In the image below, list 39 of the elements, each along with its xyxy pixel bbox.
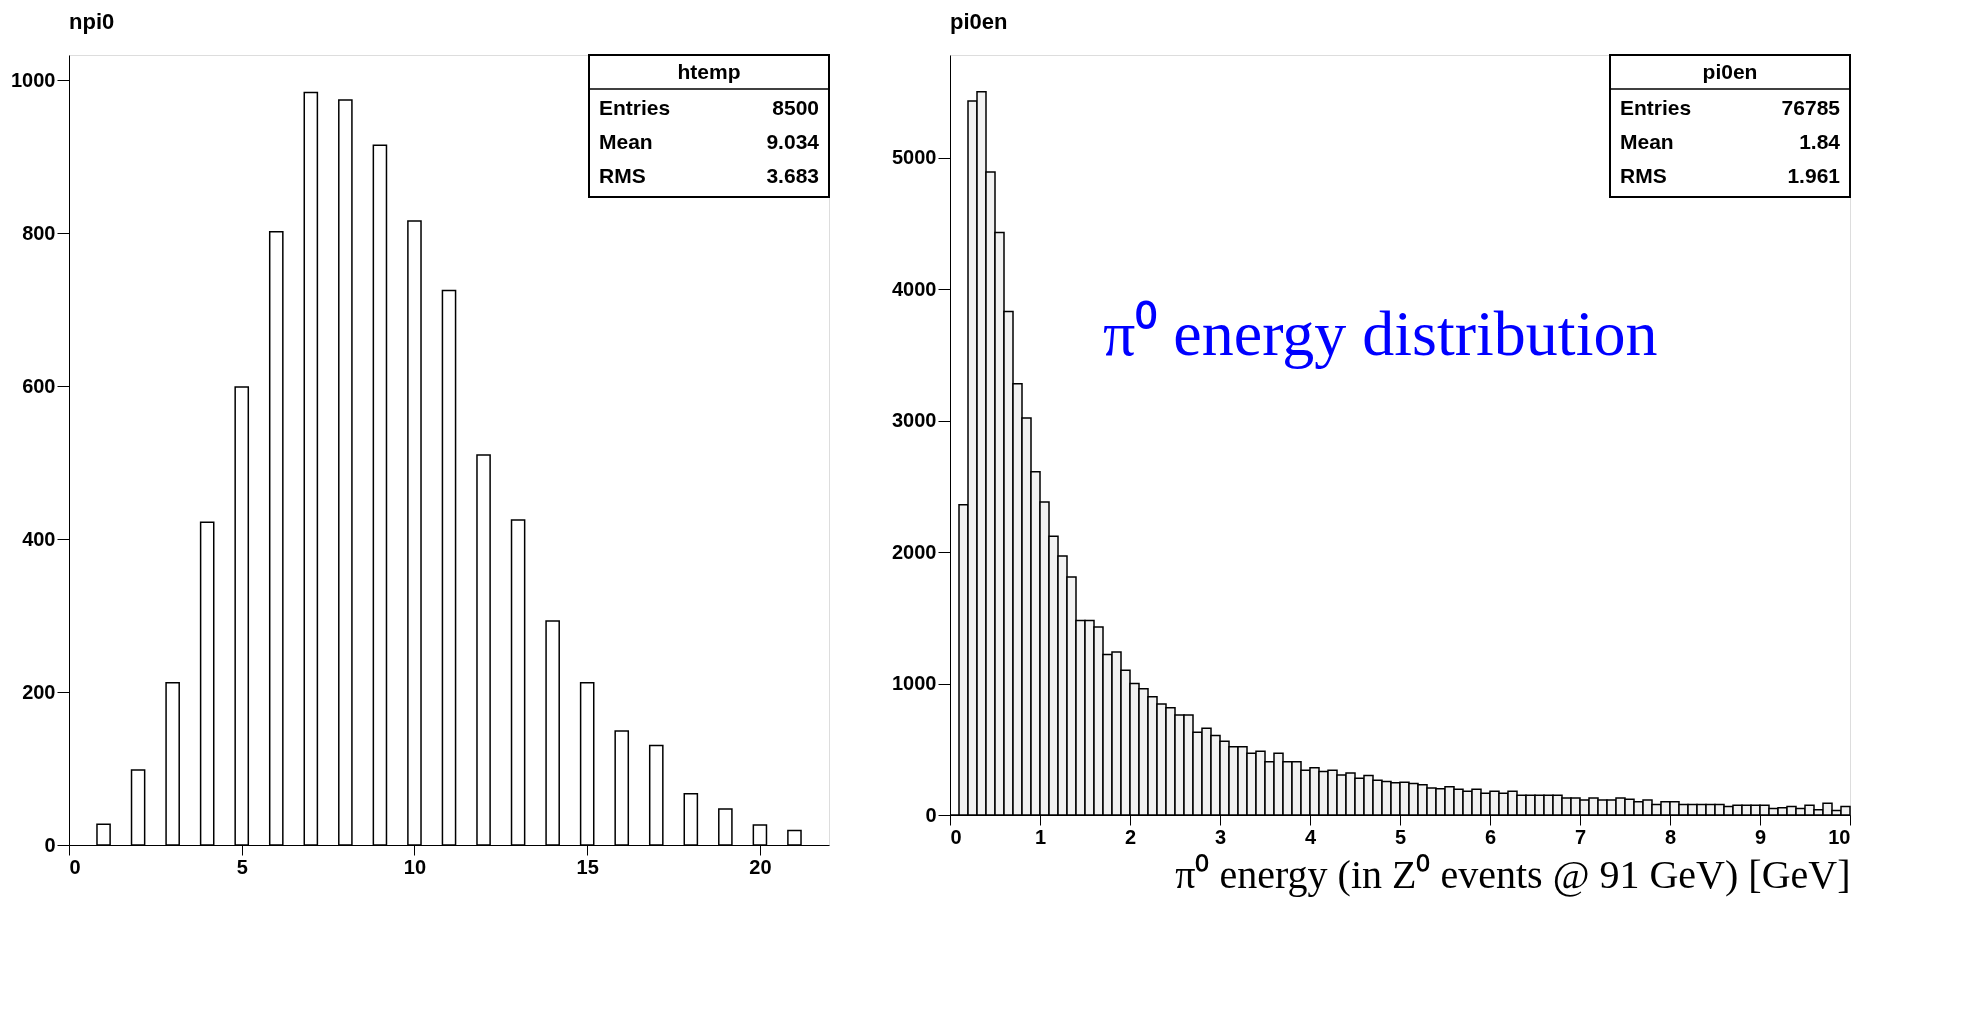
text: RMS 3.683 [599, 164, 819, 187]
y-tick-label: 3000 [892, 409, 937, 432]
x-tick-label: 7 [1574, 825, 1587, 848]
y-tick-label: 4000 [892, 277, 937, 300]
y-tick-label: 0 [925, 803, 937, 826]
x-tick-label: 15 [576, 855, 599, 878]
x-axis-title: π⁰ energy (in Z⁰ events @ 91 GeV) [GeV] [1175, 851, 1851, 897]
x-tick-label: 10 [1828, 825, 1851, 848]
x-tick-label: 0 [69, 855, 81, 878]
x-tick-label: 6 [1484, 825, 1497, 848]
text: Entries 76785 [1620, 96, 1840, 119]
y-tick-label: 200 [22, 680, 56, 703]
annotation: pi0en [1702, 60, 1758, 83]
text: Entries 8500 [599, 96, 819, 119]
x-tick-label: 4 [1304, 825, 1317, 848]
x-tick-label: 5 [1394, 825, 1407, 848]
x-tick-label: 10 [403, 855, 427, 878]
y-tick-label: 600 [22, 374, 56, 397]
y-tick-label: 2000 [892, 540, 937, 563]
y-tick-label: 1000 [11, 68, 56, 91]
x-tick-label: 2 [1124, 825, 1137, 848]
chart-title: pi0en [950, 9, 1008, 34]
chart-title: npi0 [69, 9, 115, 34]
x-tick-label: 5 [236, 855, 248, 878]
text: Mean 1.84 [1620, 130, 1840, 153]
annotation: htemp [677, 60, 741, 83]
y-tick-label: 5000 [892, 146, 937, 169]
text: RMS 1.961 [1620, 164, 1840, 187]
x-tick-label: 8 [1664, 825, 1677, 848]
x-tick-label: 3 [1214, 825, 1227, 848]
text: Mean 9.034 [599, 130, 819, 153]
y-tick-label: 800 [22, 221, 56, 244]
x-tick-label: 0 [950, 825, 962, 848]
x-tick-label: 9 [1754, 825, 1767, 848]
x-tick-label: 20 [749, 855, 772, 878]
annotation: π⁰ energy distribution [1103, 298, 1658, 370]
y-tick-label: 400 [22, 527, 56, 550]
y-tick-label: 1000 [892, 672, 937, 695]
x-tick-label: 1 [1034, 825, 1047, 848]
